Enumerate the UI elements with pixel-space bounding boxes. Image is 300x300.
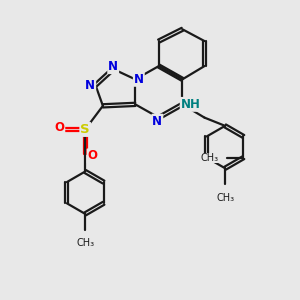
Text: NH: NH	[181, 98, 201, 111]
Text: O: O	[54, 122, 64, 134]
Text: CH₃: CH₃	[216, 193, 234, 203]
Text: N: N	[152, 115, 162, 128]
Text: N: N	[108, 60, 118, 73]
Text: S: S	[80, 123, 90, 136]
Text: O: O	[88, 149, 98, 162]
Text: N: N	[134, 73, 144, 86]
Text: CH₃: CH₃	[201, 153, 219, 163]
Text: CH₃: CH₃	[76, 238, 94, 248]
Text: N: N	[85, 79, 95, 92]
